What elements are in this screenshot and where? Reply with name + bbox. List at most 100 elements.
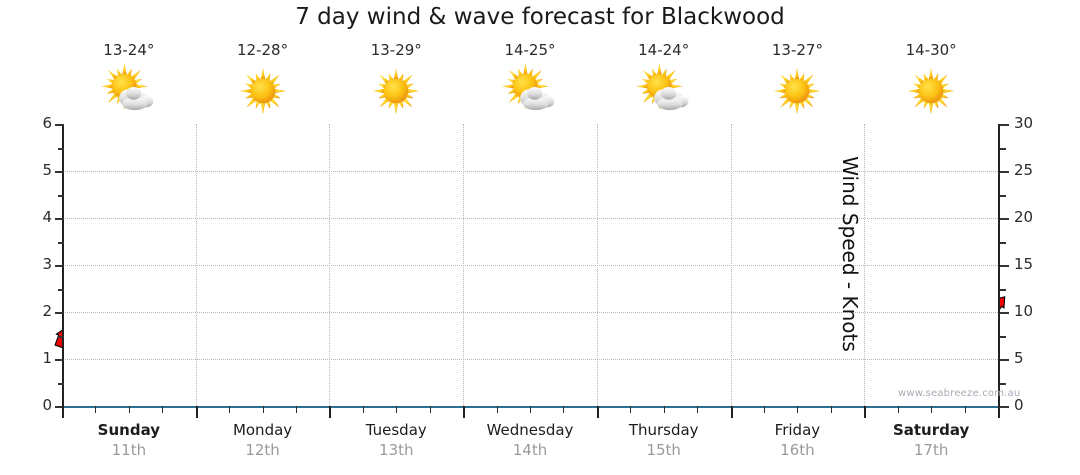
x-tick-minor [128,406,130,413]
y-tick-label-left: 5 [42,161,52,179]
day-header-monday: 12-28° [196,40,330,125]
day-label-monday: Monday 12th [196,420,330,470]
day-name: Tuesday [365,421,427,439]
day-header-sunday: 13-24° [62,40,196,125]
cloud-shape [118,86,154,111]
y-axis-left-line: 0 1 2 3 4 5 6 [42,116,64,413]
temperature-range: 14-25° [504,41,556,59]
y-tick-right [1000,359,1009,361]
y-tick-label-right: 30 [1014,114,1034,132]
x-tick-minor [296,406,297,413]
y-tick-right [1000,288,1006,291]
y-tick-right [1000,194,1006,197]
sun-disc [384,78,409,104]
x-tick-minor [229,406,231,413]
weather-icon-wrap [463,60,597,122]
y-tick-label-left: 6 [42,114,52,132]
partly-cloudy-icon [101,63,154,111]
day-date: 16th [780,441,815,459]
y-tick-right [1000,124,1009,126]
day-date: 11th [111,441,147,459]
x-tick-minor [964,406,966,413]
sun-rays [907,67,955,115]
x-tick-major [730,406,733,418]
weather-icon-wrap [196,60,330,122]
x-tick-minor [396,406,398,413]
x-tick-minor [931,406,933,413]
day-name: Sunday [97,421,161,439]
x-tick-major [596,406,599,418]
weather-icon-wrap [62,60,196,122]
cloud-shape [520,86,555,111]
x-tick-minor [830,406,832,413]
y-tick-label-right: 25 [1014,161,1034,179]
x-tick-major [864,406,867,418]
y-tick-right [1000,241,1006,244]
x-tick-minor [162,406,164,413]
y-tick-right [1000,171,1009,173]
x-tick-minor [362,406,364,413]
day-header-saturday: 14-30° [864,40,998,125]
weather-icon-wrap [597,60,731,122]
temperature-range: 14-30° [905,41,957,59]
weather-icon-wrap [731,60,865,122]
x-tick-minor [630,406,632,413]
day-name: Monday [232,421,293,439]
x-tick-minor [764,406,765,413]
sun-disc [785,78,810,104]
y-tick-left [58,147,64,150]
day-date: 15th [646,441,681,459]
y-tick-right [1000,312,1009,314]
x-tick-major [463,406,466,418]
day-date: 17th [913,441,949,459]
y-tick-right [1000,265,1009,267]
x-tick-major [998,406,1000,418]
y-tick-label-right: 5 [1014,349,1024,367]
sunny-icon [774,67,821,115]
y-axis-right-title: Wind Speed - Knots [838,156,862,352]
y-tick-left [55,218,64,220]
temperature-range: 12-28° [237,41,289,59]
y-tick-left [58,382,64,385]
gridline-h-5 [62,171,998,172]
sunny-icon [907,67,955,115]
sunny-icon [239,67,286,115]
day-label-friday: Friday 16th [731,420,865,470]
temperature-range: 13-24° [103,41,155,59]
y-tick-right [1000,147,1006,150]
y-tick-right [1000,382,1006,385]
x-tick-major [195,406,198,418]
day-label-sunday: Sunday 11th [62,420,196,470]
cloud-shape [653,86,689,111]
x-tick-minor [897,406,899,413]
watermark: www.seabreeze.com.au [898,388,1021,399]
sunny-icon [373,67,420,115]
y-tick-label-left: 4 [42,208,52,226]
x-tick-minor [797,406,799,413]
day-label-wednesday: Wednesday 14th [463,420,597,470]
x-tick-minor [429,406,431,413]
gridline-h-3 [62,265,998,266]
x-tick-minor [697,406,699,413]
day-name: Thursday [628,421,699,439]
plot-area [54,124,1006,406]
gridline-v-day1 [195,124,197,406]
y-tick-label-left: 3 [42,255,52,273]
y-tick-left [55,171,64,173]
day-header-tuesday: 13-29° [329,40,463,125]
day-label-saturday: Saturday 17th [864,420,998,470]
day-header-thursday: 14-24° [597,40,731,125]
partly-cloudy-icon [635,63,689,111]
gridline-v-day3 [463,124,465,406]
gridline-h-4 [62,218,998,219]
sun-rays [774,67,821,115]
day-label-thursday: Thursday 15th [597,420,731,470]
temperature-range: 13-27° [771,41,823,59]
day-date: 13th [379,441,414,459]
y-tick-right [1000,218,1009,220]
y-tick-label-right: 15 [1014,255,1034,273]
y-tick-right [1000,406,1009,408]
day-label-tuesday: Tuesday 13th [329,420,463,470]
day-header-wednesday: 14-25° [463,40,597,125]
